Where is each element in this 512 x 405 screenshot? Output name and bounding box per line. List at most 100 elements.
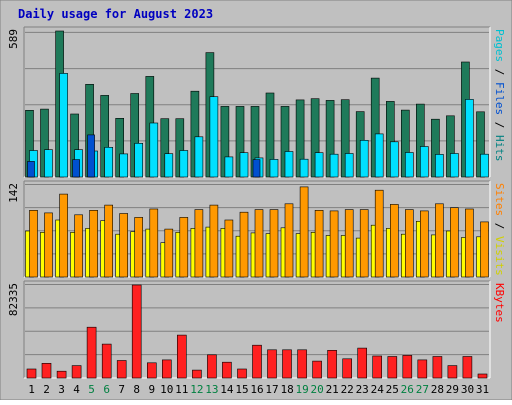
bar-files — [239, 152, 249, 178]
bar-pages — [87, 134, 95, 178]
x-tick-label: 20 — [310, 383, 323, 396]
x-tick-label: 7 — [118, 383, 125, 396]
bar-files — [164, 153, 174, 178]
bar-files — [480, 153, 489, 178]
bar-visits — [450, 207, 459, 278]
bar-visits — [104, 204, 113, 278]
x-tick-label: 18 — [280, 383, 293, 396]
x-tick-label: 27 — [416, 383, 429, 396]
bar-visits — [465, 208, 474, 278]
x-tick-label: 25 — [386, 383, 399, 396]
bar-files — [149, 122, 159, 178]
bar-pages — [27, 161, 35, 178]
bar-files — [134, 143, 143, 178]
x-tick-label: 30 — [461, 383, 474, 396]
legend-text: / — [493, 115, 506, 135]
bar-visits — [74, 214, 83, 278]
chart-title: Daily usage for August 2023 — [18, 7, 213, 21]
bar-kbytes — [342, 358, 353, 379]
bar-files — [465, 99, 474, 178]
bar-visits — [299, 186, 309, 278]
bar-visits — [344, 209, 354, 278]
bar-kbytes — [402, 355, 413, 379]
y-max-label: 142 — [7, 183, 20, 203]
bar-files — [194, 136, 204, 178]
bar-kbytes — [116, 360, 127, 379]
bar-files — [404, 152, 414, 178]
bar-kbytes — [222, 361, 232, 379]
bar-visits — [419, 210, 429, 278]
bar-files — [284, 151, 294, 178]
legend-text: / — [493, 216, 506, 236]
bar-files — [179, 150, 189, 178]
legend-text: Hits — [493, 135, 506, 162]
legend-text: Pages — [493, 29, 506, 62]
bar-visits — [89, 210, 98, 278]
panel-middle: 142 Sites / Visits — [7, 180, 506, 278]
bar-kbytes — [312, 360, 322, 379]
bar-kbytes — [477, 373, 488, 379]
bar-kbytes — [131, 284, 142, 379]
bar-kbytes — [252, 344, 262, 379]
bar-visits — [314, 210, 324, 278]
legend-text: Sites — [493, 183, 506, 216]
bar-files — [329, 153, 339, 178]
x-tick-label: 9 — [148, 383, 155, 396]
x-tick-label: 29 — [446, 383, 459, 396]
bar-visits — [284, 203, 294, 278]
bar-visits — [329, 210, 339, 278]
bar-pages — [72, 159, 80, 178]
x-tick-label: 17 — [265, 383, 278, 396]
x-tick-label: 24 — [371, 383, 385, 396]
bar-visits — [269, 209, 279, 278]
bar-visits — [404, 209, 414, 278]
x-tick-label: 4 — [73, 383, 80, 396]
x-tick-label: 8 — [133, 383, 140, 396]
bar-files — [119, 153, 128, 178]
x-tick-label: 19 — [295, 383, 308, 396]
x-tick-label: 12 — [190, 383, 203, 396]
legend-text: Visits — [493, 236, 506, 276]
bar-kbytes — [162, 359, 172, 379]
x-tick-label: 5 — [88, 383, 95, 396]
bar-files — [450, 153, 459, 178]
bar-kbytes — [327, 349, 337, 379]
panel-top: 589 Pages / Files / Hits — [7, 26, 506, 178]
bar-kbytes — [372, 355, 383, 379]
x-tick-label: 26 — [401, 383, 414, 396]
series-legend-label: KBytes — [493, 283, 506, 323]
panel-bottom: 82335 KBytes — [7, 280, 506, 379]
bar-kbytes — [267, 349, 277, 379]
x-tick-label: 10 — [160, 383, 173, 396]
x-tick-label: 1 — [28, 383, 35, 396]
legend-text: Files — [493, 82, 506, 115]
bar-files — [344, 153, 354, 178]
bar-kbytes — [56, 370, 67, 379]
bar-kbytes — [192, 369, 202, 379]
x-tick-label: 13 — [205, 383, 218, 396]
bar-files — [314, 152, 324, 178]
bar-visits — [389, 204, 399, 278]
legend-text: / — [493, 62, 506, 82]
bar-kbytes — [282, 349, 292, 379]
bar-files — [269, 159, 279, 178]
series-legend-label: Pages / Files / Hits — [493, 29, 506, 162]
y-max-label: 82335 — [7, 283, 20, 316]
bar-kbytes — [101, 343, 112, 379]
bar-visits — [44, 212, 53, 278]
bar-visits — [374, 189, 384, 278]
x-tick-label: 21 — [326, 383, 339, 396]
chart-panels: 589 Pages / Files / Hits 142 Sites / Visits… — [7, 26, 506, 379]
x-tick-label: 2 — [43, 383, 50, 396]
bar-kbytes — [207, 354, 217, 379]
bar-files — [209, 96, 219, 178]
x-tick-label: 28 — [431, 383, 444, 396]
bar-files — [374, 133, 384, 178]
bar-visits — [119, 213, 128, 278]
bar-files — [359, 140, 369, 178]
x-tick-label: 16 — [250, 383, 263, 396]
legend-text: KBytes — [493, 283, 506, 323]
bar-kbytes — [462, 356, 473, 379]
